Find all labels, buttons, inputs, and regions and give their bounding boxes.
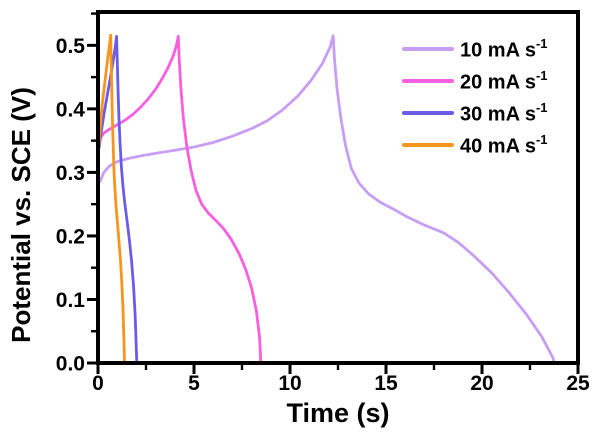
legend-line-20ma (402, 79, 454, 83)
curve-30-ma-s (97, 35, 139, 365)
y-tick-label: 0.2 (56, 225, 85, 248)
y-tick-label: 0.5 (56, 35, 86, 58)
x-tick-label: 20 (470, 372, 493, 395)
legend-line-10ma (402, 47, 454, 51)
curve-20-ma-s (97, 35, 263, 365)
x-tick-label: 0 (92, 372, 104, 395)
x-tick-label: 10 (278, 372, 301, 395)
x-tick-label: 5 (188, 372, 200, 395)
y-tick-label: 0.1 (56, 289, 86, 312)
legend-label-30ma: 30 mA s-1 (460, 99, 548, 126)
legend-item-30ma: 30 mA s-1 (402, 97, 548, 129)
legend: 10 mA s-1 20 mA s-1 30 mA s-1 40 mA s-1 (402, 33, 548, 161)
y-tick-label: 0.3 (56, 162, 85, 185)
x-tick-label: 15 (374, 372, 398, 395)
legend-label-10ma: 10 mA s-1 (460, 35, 548, 62)
y-axis-title: Potential vs. SCE (V) (6, 87, 36, 343)
legend-line-30ma (402, 111, 454, 115)
y-tick-label: 0.0 (56, 353, 85, 376)
y-tick-label: 0.4 (56, 98, 86, 121)
curve-10-ma-s (98, 34, 556, 365)
plot-frame (96, 10, 580, 365)
curve-40-ma-s (97, 33, 126, 365)
x-tick-label: 25 (566, 372, 590, 395)
legend-label-20ma: 20 mA s-1 (460, 67, 548, 94)
legend-item-10ma: 10 mA s-1 (402, 33, 548, 65)
legend-label-40ma: 40 mA s-1 (460, 131, 548, 158)
legend-item-40ma: 40 mA s-1 (402, 129, 548, 161)
legend-line-40ma (402, 143, 454, 147)
legend-item-20ma: 20 mA s-1 (402, 65, 548, 97)
x-axis-title: Time (s) (286, 398, 390, 428)
